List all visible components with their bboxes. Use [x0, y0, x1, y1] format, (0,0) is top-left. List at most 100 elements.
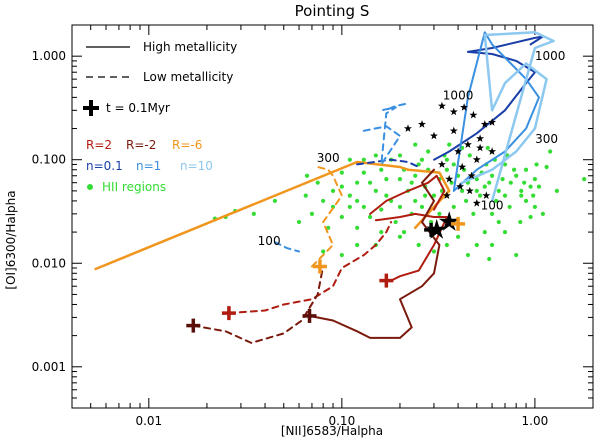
hii-point [355, 198, 360, 204]
annotations-layer: 1000 1000 300 300 100 100 [258, 49, 566, 248]
hii-point [531, 193, 536, 198]
star-marker [482, 191, 491, 199]
hii-point [355, 180, 360, 185]
hii-point [361, 204, 366, 210]
star-marker [460, 103, 469, 111]
hii-point [518, 219, 523, 225]
hii-point [489, 173, 495, 178]
star-marker [467, 171, 476, 180]
star-marker [438, 160, 446, 168]
hii-point [339, 170, 344, 175]
model-line [387, 102, 409, 110]
hii-point [367, 214, 373, 220]
hii-point [397, 204, 403, 210]
annotation-label: 100 [258, 234, 281, 248]
star-marker [488, 118, 497, 126]
hii-point [423, 193, 428, 198]
axes: 0.01 0.10 1.00 0.001 0.010 0.100 1.000 [32, 24, 594, 428]
model-line [362, 106, 401, 166]
star-marker [454, 147, 463, 155]
hii-point [465, 252, 471, 258]
legend-r-label: R=2 [86, 138, 112, 152]
model-line [356, 158, 420, 168]
y-tick-label: 0.001 [32, 360, 66, 374]
hii-point [413, 198, 418, 204]
model-line [94, 160, 451, 271]
hii-point [554, 188, 559, 193]
model-line [311, 166, 343, 268]
x-tick-label: 0.10 [328, 414, 355, 428]
chart-title: Pointing S [295, 2, 370, 20]
y-tick-label: 0.010 [32, 256, 66, 270]
annotation-label: 1000 [535, 49, 566, 63]
hii-point [455, 234, 461, 239]
legend: High metallicity Low metallicity t = 0.1My… [83, 40, 237, 194]
star-marker [476, 134, 485, 142]
hii-point [528, 184, 533, 189]
hii-point [463, 198, 469, 204]
star-marker [458, 162, 467, 171]
hii-point [431, 249, 437, 254]
plot-frame [71, 24, 594, 409]
hii-point [519, 193, 524, 198]
star-marker [449, 126, 458, 135]
hii-point [272, 198, 278, 204]
hii-point [447, 142, 452, 147]
hii-point [397, 176, 403, 182]
hii-point [326, 225, 331, 230]
hii-point [384, 176, 389, 182]
legend-marker-label: t = 0.1Myr [106, 101, 170, 115]
legend-points-label: HII regions [102, 180, 166, 194]
legend-line-label: High metallicity [143, 40, 237, 54]
hii-point [321, 198, 326, 204]
hii-point [467, 153, 472, 158]
plus-markers-layer [186, 216, 466, 333]
hii-point [379, 229, 384, 235]
hii-point [373, 188, 378, 193]
hii-point [251, 211, 256, 216]
legend-line-label: Low metallicity [143, 70, 233, 84]
legend-n-label: n=0.1 [86, 159, 123, 173]
star-marker [465, 186, 474, 195]
hii-point [303, 193, 308, 198]
hii-point [444, 242, 449, 248]
annotation-label: 100 [481, 199, 504, 213]
hii-point [451, 204, 456, 210]
hii-point [482, 184, 487, 189]
hii-point [355, 242, 360, 248]
hii-point [540, 211, 545, 216]
y-tick-label: 1.000 [32, 49, 66, 63]
hii-point [532, 204, 537, 210]
hii-point [582, 176, 587, 182]
hii-point [397, 234, 403, 239]
hii-point [339, 184, 344, 189]
legend-point-swatch [87, 184, 93, 190]
model-line [374, 212, 448, 282]
hii-point [397, 153, 403, 158]
hii-point [304, 173, 310, 178]
y-tick-label: 0.100 [32, 153, 66, 167]
model-line [192, 265, 325, 344]
hii-point [500, 176, 505, 182]
hii-point [347, 193, 352, 198]
hii-point [419, 204, 425, 210]
hii-point [413, 173, 418, 178]
hii-point [431, 193, 437, 198]
hii-point [489, 211, 495, 216]
hii-point [514, 173, 519, 178]
hii-point [502, 193, 508, 198]
x-axis-label: [NII]6583/Halpha [281, 424, 383, 438]
star-marker [442, 191, 451, 199]
hii-point [416, 242, 421, 248]
star-marker [438, 101, 446, 110]
hii-point [384, 193, 389, 198]
annotation-label: 300 [317, 151, 340, 165]
hii-point [477, 193, 483, 198]
hii-point [315, 180, 320, 185]
hii-point [361, 157, 366, 162]
hii-point [401, 229, 407, 235]
star-marker [480, 120, 489, 128]
hii-point [321, 249, 326, 254]
hii-point [347, 204, 352, 210]
